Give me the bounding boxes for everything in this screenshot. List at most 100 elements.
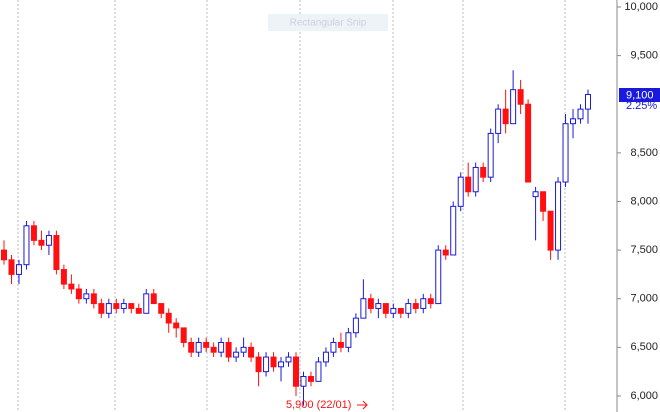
- candle-body: [562, 123, 569, 183]
- candle-body: [203, 341, 210, 348]
- candle-body: [23, 225, 30, 266]
- candle-body: [487, 132, 494, 178]
- candle-body: [120, 303, 127, 309]
- candle-body: [577, 108, 584, 120]
- candle-body: [517, 89, 524, 105]
- candle-body: [435, 249, 442, 305]
- y-tick-label: 7,000: [630, 293, 658, 305]
- candle-body: [570, 118, 577, 125]
- candle-body: [525, 103, 532, 183]
- y-tick-label: 6,000: [630, 390, 658, 402]
- candle-body: [285, 356, 292, 363]
- y-tick-label: 9,500: [630, 50, 658, 62]
- candle-body: [540, 191, 547, 212]
- candle-body: [75, 288, 82, 300]
- candle-body: [233, 351, 240, 358]
- candle-body: [278, 361, 285, 368]
- candle-body: [420, 298, 427, 309]
- candle-body: [390, 307, 397, 314]
- y-tick-label: 6,500: [630, 341, 658, 353]
- candle-body: [113, 303, 120, 309]
- y-axis-labels: 6,000 6,500 7,000 7,500 8,000 8,500 9,500 10,00…: [617, 1, 658, 402]
- low-annotation: 5,900 (22/01): [286, 399, 351, 411]
- candle-body: [83, 293, 90, 300]
- candle-body: [442, 249, 449, 256]
- candle-body: [68, 283, 75, 290]
- candle-body: [98, 303, 105, 314]
- candle-body: [150, 293, 157, 305]
- candle-body: [510, 89, 517, 125]
- change-label: 2.25%: [626, 100, 657, 112]
- candle-body: [195, 341, 202, 353]
- candle-body: [480, 166, 487, 178]
- candle-body: [293, 356, 299, 387]
- candle-body: [555, 181, 562, 251]
- candle-body: [367, 298, 374, 309]
- candle-body: [382, 303, 389, 314]
- date-grid: [17, 0, 566, 412]
- candle-body: [210, 346, 217, 353]
- candle-body: [180, 327, 187, 343]
- candle-body: [45, 235, 52, 246]
- candle-body: [30, 225, 37, 241]
- candle-body: [270, 356, 277, 368]
- candle-body: [8, 259, 15, 275]
- y-tick-label: 8,000: [630, 195, 658, 207]
- candle-body: [330, 341, 337, 353]
- candle-body: [248, 346, 255, 358]
- candle-body: [165, 312, 172, 324]
- candle-body: [337, 341, 344, 348]
- last-price-box: [619, 88, 660, 102]
- candle-body: [397, 307, 404, 314]
- y-tick-label: 10,000: [624, 1, 658, 13]
- candle-body: [128, 303, 135, 309]
- candle-body: [263, 356, 270, 373]
- candle-body: [90, 293, 97, 305]
- candle-body: [502, 108, 509, 125]
- watermark: Rectangular Snip: [290, 18, 367, 29]
- candle-body: [1, 249, 7, 261]
- y-tick-label: 8,500: [630, 147, 658, 159]
- candle-body: [465, 176, 472, 193]
- candle-body: [143, 293, 150, 314]
- candle-body: [240, 346, 247, 353]
- candle-body: [375, 303, 382, 309]
- candle-body: [15, 264, 22, 275]
- candle-body: [360, 298, 367, 319]
- candle-body: [225, 341, 232, 358]
- candle-body: [173, 322, 180, 329]
- candle-body: [412, 303, 419, 309]
- candle-body: [135, 307, 142, 314]
- candle-body: [158, 303, 165, 314]
- candle-body: [457, 176, 464, 207]
- watermark-box: [268, 14, 388, 31]
- candle-body: [322, 351, 329, 363]
- candle-body: [60, 269, 67, 285]
- low-arrow: [357, 400, 368, 410]
- arrow-head: [362, 400, 368, 410]
- candle-body: [307, 376, 314, 382]
- candle-body: [188, 341, 195, 353]
- candle-body: [450, 205, 457, 256]
- candle-body: [585, 94, 591, 110]
- candle-body: [53, 235, 60, 271]
- candle-body: [218, 341, 225, 353]
- candle-body: [38, 239, 45, 246]
- y-tick-label: 7,500: [630, 244, 658, 256]
- candle-body: [405, 303, 412, 314]
- last-price-label: 9,100: [626, 89, 654, 101]
- candle-body: [105, 303, 112, 314]
- candles: [1, 70, 591, 406]
- candle-body: [427, 298, 434, 305]
- candle-body: [352, 317, 359, 334]
- candle-body: [472, 166, 479, 193]
- candle-body: [532, 191, 539, 198]
- candle-body: [345, 332, 352, 348]
- candle-body: [300, 376, 307, 387]
- candle-body: [495, 108, 502, 134]
- candle-body: [315, 361, 322, 382]
- candle-body: [547, 210, 554, 251]
- candle-body: [255, 356, 262, 373]
